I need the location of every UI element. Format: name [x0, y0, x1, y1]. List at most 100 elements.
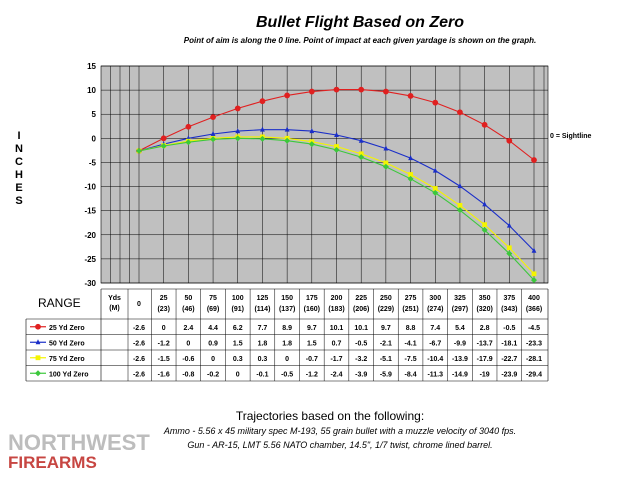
data-point — [358, 86, 365, 93]
table-meter-header: (160) — [304, 306, 320, 313]
table-yard-header: 275 — [405, 295, 417, 302]
data-point — [308, 141, 315, 148]
table-cell: 0.3 — [258, 356, 268, 363]
data-point — [407, 92, 414, 99]
table-cell: -0.5 — [355, 340, 367, 347]
table-cell: 1.5 — [233, 340, 243, 347]
table-yard-header: 50 — [184, 295, 192, 302]
data-point — [432, 189, 439, 196]
table-cell: 7.7 — [258, 325, 268, 332]
table-cell: -1.6 — [158, 371, 170, 378]
table-units-label: Yds — [108, 295, 121, 302]
footer-gun-line: Gun - AR-15, LMT 5.56 NATO chamber, 14.5… — [187, 440, 493, 450]
table-meter-header: (274) — [427, 306, 443, 313]
table-cell: -23.9 — [501, 371, 517, 378]
table-cell: 1.8 — [282, 340, 292, 347]
data-point — [482, 201, 488, 207]
data-point — [309, 128, 315, 134]
data-point — [333, 86, 340, 93]
data-point — [260, 126, 265, 132]
chart-subtitle: Point of aim is along the 0 line. Point … — [183, 36, 537, 45]
data-point — [308, 88, 315, 95]
table-yard-header: 375 — [503, 295, 515, 302]
table-cell: 10.1 — [354, 325, 368, 332]
data-point — [284, 126, 290, 132]
table-yard-header: 250 — [380, 295, 392, 302]
table-cell: -5.9 — [380, 371, 392, 378]
y-axis-label-letter: I — [17, 130, 21, 142]
table-cell: -2.6 — [133, 356, 145, 363]
table-cell: 9.7 — [381, 325, 391, 332]
data-point — [234, 105, 241, 112]
y-tick-label: -30 — [84, 279, 96, 288]
table-cell: -6.7 — [429, 340, 441, 347]
table-meter-header: (320) — [476, 306, 492, 313]
data-point — [408, 172, 413, 177]
table-yard-header: 0 — [137, 301, 141, 308]
y-tick-label: -15 — [84, 207, 96, 216]
data-point — [482, 222, 488, 228]
table-yard-header: 325 — [454, 295, 466, 302]
table-cell: -7.5 — [405, 356, 417, 363]
table-cell: -1.7 — [330, 356, 342, 363]
table-yard-header: 175 — [306, 295, 318, 302]
brand-logo: NORTHWEST FIREARMS — [8, 432, 158, 472]
table-cell: -3.2 — [355, 356, 367, 363]
table-cell: 8.8 — [406, 325, 416, 332]
table-cell: 0 — [162, 325, 166, 332]
footer-heading: Trajectories based on the following: — [235, 409, 425, 423]
table-cell: -2.1 — [380, 340, 392, 347]
table-cell: -0.2 — [207, 371, 219, 378]
plot-area — [100, 65, 549, 284]
table-cell: -0.1 — [256, 371, 268, 378]
table-meter-header: (343) — [501, 306, 517, 313]
table-cell: -22.7 — [501, 356, 517, 363]
table-cell: 0 — [285, 356, 289, 363]
data-point — [333, 146, 340, 153]
data-point — [481, 121, 488, 128]
table-cell: 0 — [211, 356, 215, 363]
table-yard-header: 75 — [209, 295, 217, 302]
data-point — [160, 143, 167, 150]
table-cell: 0 — [186, 340, 190, 347]
table-cell: 7.4 — [430, 325, 440, 332]
table-yard-header: 350 — [479, 295, 491, 302]
data-point — [382, 88, 389, 95]
table-cell: -28.1 — [526, 356, 542, 363]
table-cell: 9.7 — [307, 325, 317, 332]
table-cell: -1.5 — [158, 356, 170, 363]
table-yard-header: 150 — [281, 295, 293, 302]
data-point — [235, 128, 241, 134]
logo-line1: NORTHWEST — [8, 430, 150, 455]
legend-label: 25 Yd Zero — [49, 325, 85, 332]
table-yard-header: 100 — [232, 295, 244, 302]
table-cell: 0.3 — [233, 356, 243, 363]
y-tick-label: -20 — [84, 231, 96, 240]
table-yard-header: 300 — [429, 295, 441, 302]
y-axis-label-letter: S — [15, 195, 23, 207]
data-point — [358, 151, 364, 157]
table-cell: -0.7 — [306, 356, 318, 363]
legend-label: 75 Yd Zero — [49, 356, 85, 363]
table-cell: -13.9 — [452, 356, 468, 363]
data-point — [358, 137, 364, 143]
data-point — [531, 157, 537, 163]
table-meter-header: (206) — [353, 306, 369, 313]
y-tick-label: 10 — [87, 86, 96, 95]
data-point — [35, 323, 41, 330]
data-point — [234, 135, 241, 142]
table-units-label: (M) — [109, 305, 120, 312]
table-cell: -2.4 — [330, 371, 342, 378]
data-point — [506, 245, 512, 251]
table-yard-header: 200 — [331, 295, 343, 302]
table-cell: -3.9 — [355, 371, 367, 378]
data-point — [210, 130, 216, 136]
table-cell: -13.7 — [477, 340, 493, 347]
data-point — [259, 98, 266, 105]
data-point — [481, 226, 488, 233]
table-meter-header: (91) — [232, 306, 244, 313]
table-meter-header: (366) — [526, 306, 542, 313]
table-cell: -1.2 — [306, 371, 318, 378]
